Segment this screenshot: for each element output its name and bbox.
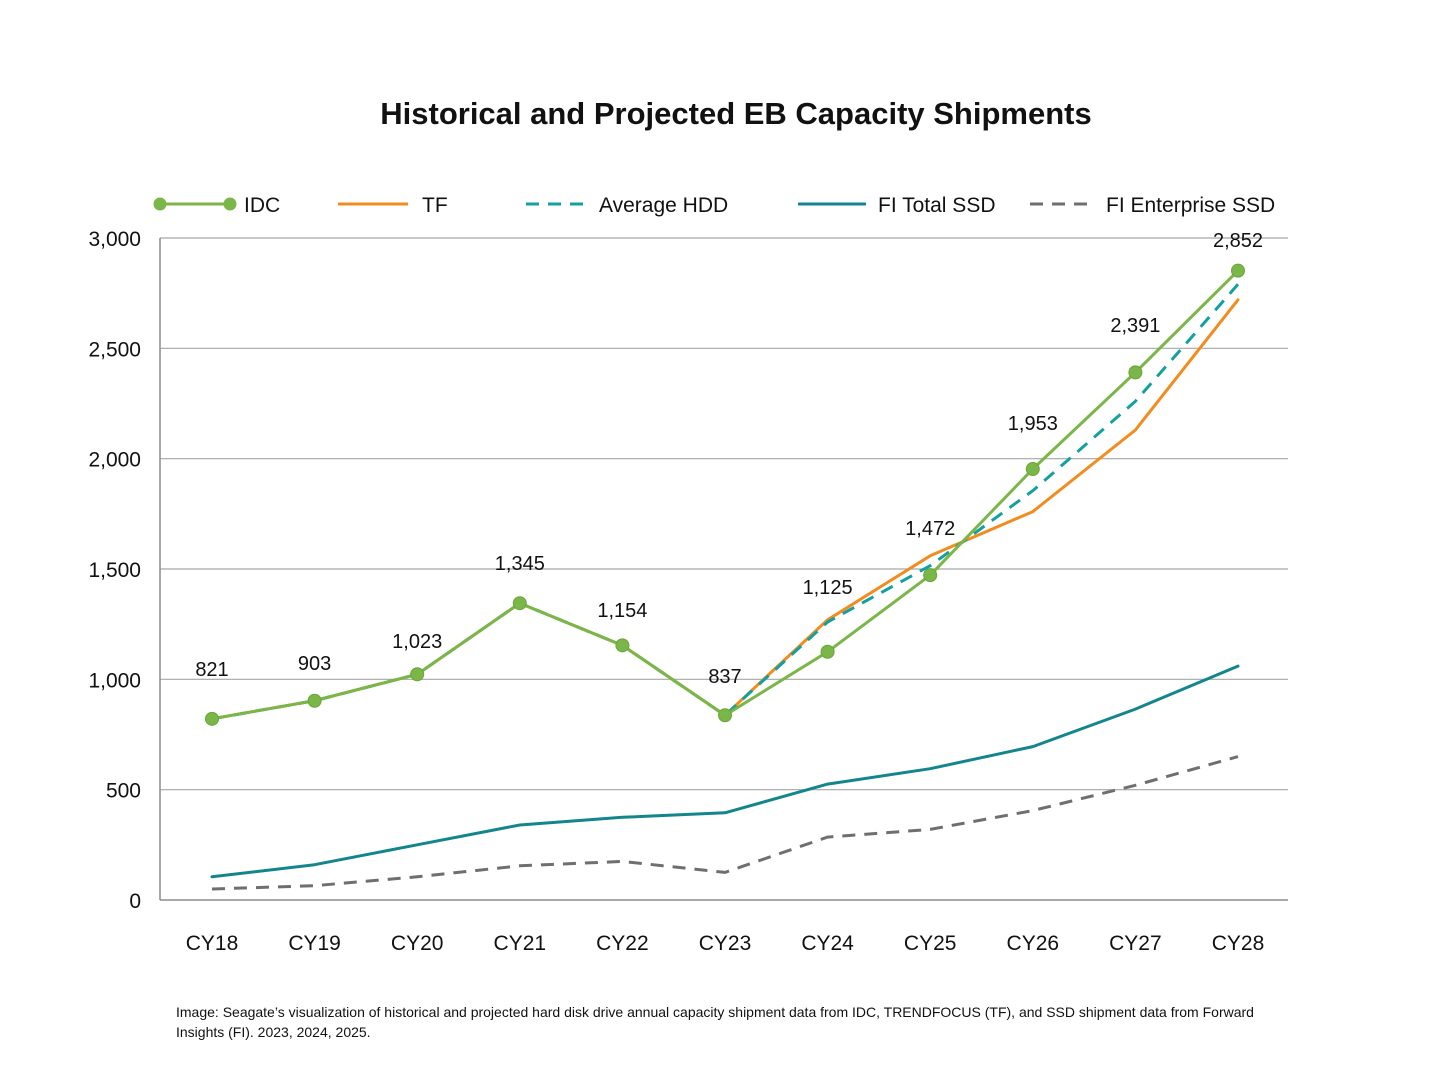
idc-data-label: 1,345 <box>495 553 545 575</box>
x-tick-label: CY21 <box>494 932 547 955</box>
x-tick-label: CY22 <box>596 932 649 955</box>
idc-data-point <box>820 644 835 659</box>
series-markers <box>205 263 1245 726</box>
idc-data-label: 1,953 <box>1008 413 1058 435</box>
x-tick-label: CY27 <box>1109 932 1162 955</box>
idc-data-point <box>615 638 630 653</box>
legend: IDC TF Average HDD FI Total SSD FI Enterpris… <box>153 194 1275 217</box>
idc-data-point <box>205 711 219 726</box>
idc-data-point <box>307 693 322 708</box>
y-tick-label: 1,500 <box>88 559 141 582</box>
idc-data-point <box>410 667 425 682</box>
legend-label-tf: TF <box>422 194 448 217</box>
y-tick-label: 2,500 <box>88 338 141 361</box>
y-tick-label: 1,000 <box>88 669 141 692</box>
x-tick-label: CY26 <box>1007 932 1060 955</box>
idc-data-label: 1,023 <box>392 631 442 653</box>
x-tick-label: CY18 <box>186 932 239 955</box>
legend-marker-idc <box>153 197 167 211</box>
x-tick-label: CY28 <box>1212 932 1265 955</box>
x-tick-label: CY20 <box>391 932 444 955</box>
series-line-idc <box>210 269 1240 721</box>
image-caption: Image: Seagate’s visualization of histor… <box>176 1004 1254 1040</box>
x-tick-label: CY23 <box>699 932 752 955</box>
idc-data-label: 2,852 <box>1213 230 1263 252</box>
series-line-tf <box>210 298 1240 721</box>
idc-data-label: 2,391 <box>1110 315 1160 337</box>
idc-data-label: 903 <box>298 653 331 675</box>
idc-data-point <box>1025 462 1040 477</box>
series-lines <box>210 269 1240 891</box>
y-tick-label: 0 <box>129 890 141 913</box>
legend-label-average-hdd: Average HDD <box>599 194 728 217</box>
legend-label-fi-total-ssd: FI Total SSD <box>878 194 996 217</box>
y-tick-label: 2,000 <box>88 449 141 472</box>
idc-data-label: 1,154 <box>597 600 647 622</box>
series-line-fi-total-ssd <box>210 664 1240 879</box>
idc-data-label: 837 <box>708 666 741 688</box>
grid-lines <box>160 237 1288 791</box>
y-tick-label: 500 <box>106 780 141 803</box>
series-line-fi-enterprise-ssd <box>211 755 1239 891</box>
x-tick-label: CY19 <box>288 932 341 955</box>
idc-data-point <box>1231 263 1245 278</box>
legend-marker-idc <box>223 197 237 211</box>
series-line-average-hdd <box>211 283 1240 721</box>
legend-label-fi-enterprise-ssd: FI Enterprise SSD <box>1106 194 1275 217</box>
idc-data-point <box>923 568 938 583</box>
idc-data-point <box>718 708 732 723</box>
x-tick-label: CY24 <box>801 932 854 955</box>
axes: 0 500 1,000 1,500 2,000 2,500 3,000 CY18 CY19 CY2… <box>88 228 1288 955</box>
chart-title: Historical and Projected EB Capacity Shi… <box>380 96 1092 131</box>
idc-data-point <box>512 596 527 611</box>
x-tick-label: CY25 <box>904 932 957 955</box>
idc-data-point <box>1128 365 1143 380</box>
y-tick-label: 3,000 <box>88 228 141 251</box>
data-labels: 821 903 1,023 1,345 1,154 837 1,125 1,472 1,953 2… <box>195 230 1263 688</box>
idc-data-label: 1,125 <box>803 577 853 599</box>
idc-data-label: 1,472 <box>905 518 955 540</box>
idc-data-label: 821 <box>195 659 228 681</box>
legend-label-idc: IDC <box>244 194 280 217</box>
